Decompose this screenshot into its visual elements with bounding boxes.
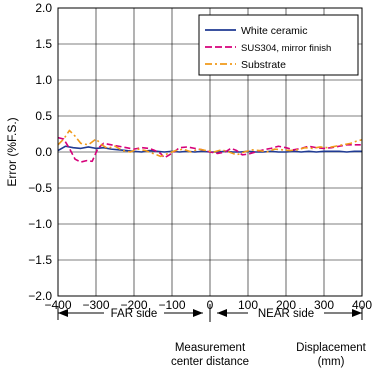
y-tick-label: −2.0: [28, 289, 52, 303]
legend: White ceramic SUS304, mirror finish Substr…: [198, 14, 359, 76]
x-tick-label: 100: [238, 298, 258, 312]
x-axis-title-line1: Displacement: [296, 342, 366, 354]
x-tick-label: 400: [352, 298, 372, 312]
far-side-label: FAR side: [111, 308, 158, 320]
x-axis-title-line2: (mm): [318, 356, 345, 368]
x-tick-labels: −400−300−200−1000100200300400: [44, 298, 372, 312]
y-tick-label: 0.5: [35, 109, 52, 123]
x-tick-label: −400: [44, 298, 71, 312]
series-line-3: [57, 129, 363, 158]
side-annotations: FAR side NEAR side Measurement center di…: [57, 304, 367, 368]
center-label-line1: Measurement: [175, 342, 246, 354]
x-tick-label: 300: [314, 298, 334, 312]
x-tick-label: −100: [158, 298, 185, 312]
near-side-left-arrowhead: [217, 309, 227, 317]
y-tick-label: 2.0: [35, 1, 52, 15]
x-tick-label: −300: [82, 298, 109, 312]
x-tick-label: 200: [276, 298, 296, 312]
y-tick-label: 1.0: [35, 73, 52, 87]
y-tick-label: −1.0: [28, 217, 52, 231]
y-axis-title: Error (%F.S.): [5, 117, 19, 186]
near-side-right-arrowhead: [352, 309, 362, 317]
center-label-line2: center distance: [171, 356, 249, 368]
plot-frame: [57, 7, 363, 297]
far-side-right-arrowhead: [193, 309, 203, 317]
x-tick-label: −200: [120, 298, 147, 312]
legend-label-3: Substrate: [241, 59, 286, 71]
y-tick-label: 1.5: [35, 37, 52, 51]
legend-label-2: SUS304, mirror finish: [241, 43, 331, 54]
y-tick-labels: 2.0 1.5 1.0 0.5 0.0 −0.5 −1.0 −1.5 −2.0: [28, 1, 52, 303]
y-tick-label: 0.0: [35, 145, 52, 159]
y-tick-label: −1.5: [28, 253, 52, 267]
near-side-label: NEAR side: [258, 308, 314, 320]
series-layer: [57, 129, 363, 163]
legend-label-1: White ceramic: [241, 25, 308, 37]
far-side-left-arrowhead: [58, 309, 68, 317]
y-tick-label: −0.5: [28, 181, 52, 195]
legend-box: [198, 14, 359, 76]
